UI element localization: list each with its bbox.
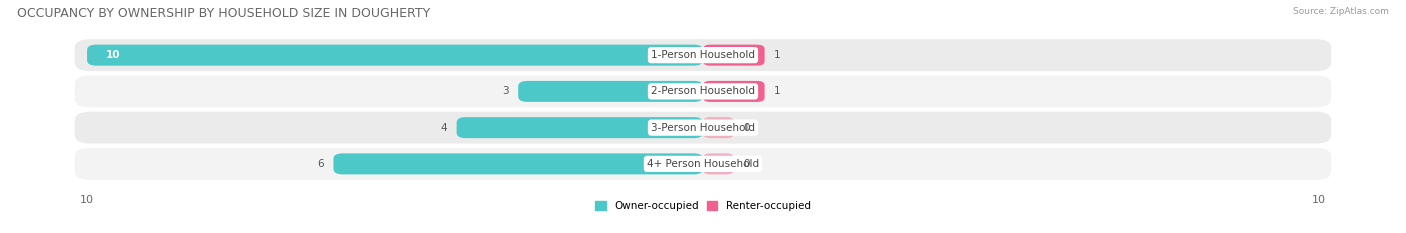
Text: 3-Person Household: 3-Person Household <box>651 123 755 133</box>
Text: 4: 4 <box>440 123 447 133</box>
Text: Source: ZipAtlas.com: Source: ZipAtlas.com <box>1294 7 1389 16</box>
FancyBboxPatch shape <box>333 153 703 174</box>
FancyBboxPatch shape <box>75 75 1331 107</box>
Text: 10: 10 <box>105 50 120 60</box>
Text: 4+ Person Household: 4+ Person Household <box>647 159 759 169</box>
FancyBboxPatch shape <box>457 117 703 138</box>
FancyBboxPatch shape <box>703 81 765 102</box>
Text: OCCUPANCY BY OWNERSHIP BY HOUSEHOLD SIZE IN DOUGHERTY: OCCUPANCY BY OWNERSHIP BY HOUSEHOLD SIZE… <box>17 7 430 20</box>
Text: 6: 6 <box>318 159 325 169</box>
Text: 1: 1 <box>773 86 780 96</box>
Text: 3: 3 <box>502 86 509 96</box>
Text: 0: 0 <box>742 159 749 169</box>
Legend: Owner-occupied, Renter-occupied: Owner-occupied, Renter-occupied <box>591 197 815 215</box>
Text: 0: 0 <box>742 123 749 133</box>
FancyBboxPatch shape <box>703 117 734 138</box>
Text: 1-Person Household: 1-Person Household <box>651 50 755 60</box>
FancyBboxPatch shape <box>75 112 1331 144</box>
FancyBboxPatch shape <box>75 39 1331 71</box>
FancyBboxPatch shape <box>703 45 765 66</box>
Text: 1: 1 <box>773 50 780 60</box>
FancyBboxPatch shape <box>75 148 1331 180</box>
FancyBboxPatch shape <box>519 81 703 102</box>
FancyBboxPatch shape <box>703 153 734 174</box>
Text: 2-Person Household: 2-Person Household <box>651 86 755 96</box>
FancyBboxPatch shape <box>87 45 703 66</box>
